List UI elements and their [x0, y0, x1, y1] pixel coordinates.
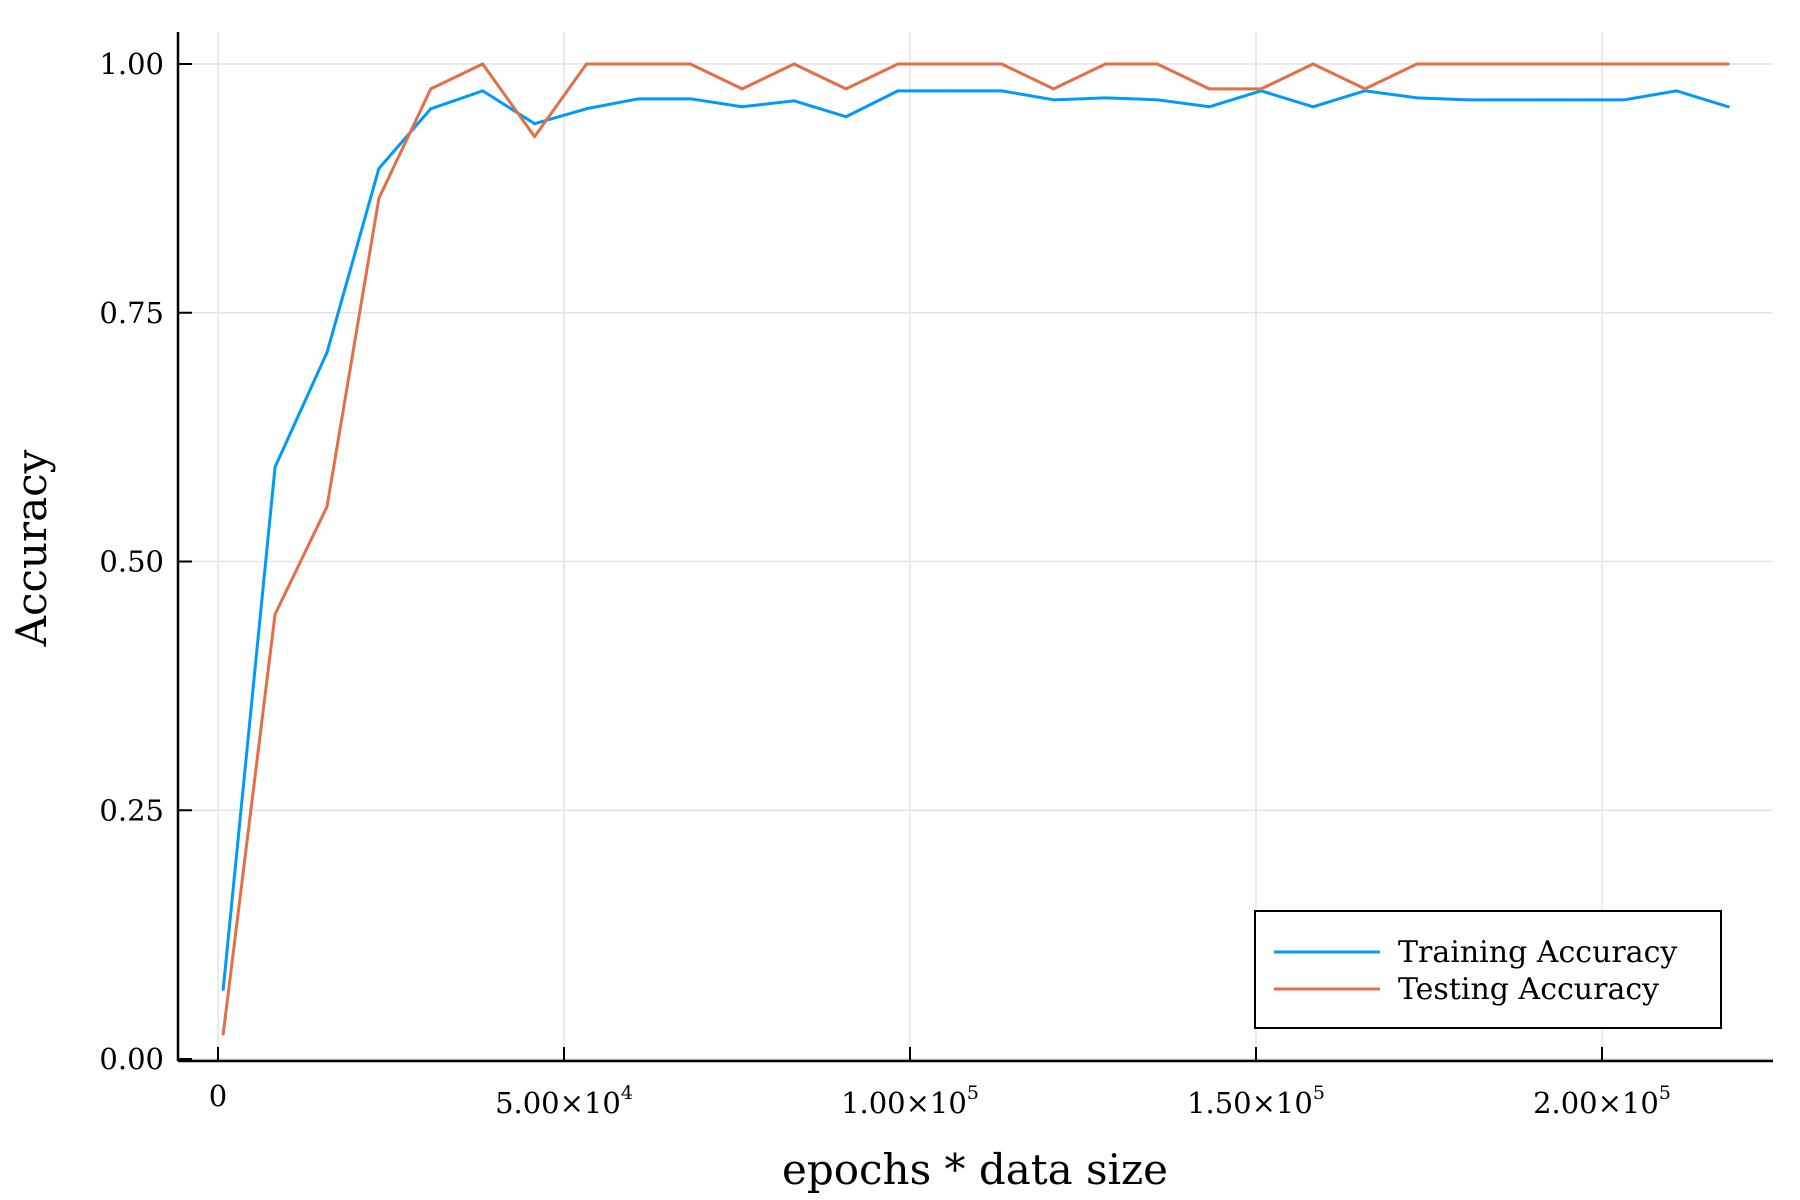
data-point: [1311, 105, 1315, 109]
x-tick-exponent: 5: [1659, 1082, 1671, 1104]
data-point: [533, 135, 537, 139]
data-point: [740, 105, 744, 109]
data-point: [1519, 62, 1523, 66]
x-tick-mantissa: 0: [209, 1079, 227, 1113]
data-point: [221, 987, 225, 991]
y-tick-label: 0.50: [99, 545, 164, 579]
data-point: [1052, 87, 1056, 91]
data-point: [1467, 98, 1471, 102]
x-tick-mantissa: 2.00×10: [1533, 1086, 1659, 1120]
y-axis-title: Accuracy: [7, 449, 56, 647]
axes: [176, 32, 1773, 1063]
data-point: [1674, 89, 1678, 93]
data-point: [896, 89, 900, 93]
data-point: [584, 62, 588, 66]
data-point: [1207, 105, 1211, 109]
series-line-testing: [221, 62, 1729, 1035]
legend-box: [1254, 910, 1722, 1029]
data-point: [636, 97, 640, 101]
data-point: [481, 89, 485, 93]
data-point: [1674, 62, 1678, 66]
data-point: [429, 87, 433, 91]
x-tick-label: 0: [209, 1079, 227, 1113]
data-point: [1103, 62, 1107, 66]
data-point: [1415, 62, 1419, 66]
data-point: [896, 62, 900, 66]
data-point: [1155, 62, 1159, 66]
y-tick-label: 0.00: [99, 1042, 164, 1076]
grid-lines: [178, 32, 1773, 1061]
data-point: [1103, 96, 1107, 100]
x-tick-label: 1.00×105: [841, 1082, 979, 1120]
legend: Training Accuracy Testing Accuracy: [1254, 910, 1722, 1029]
data-point: [844, 87, 848, 91]
data-point: [1571, 62, 1575, 66]
data-point: [429, 107, 433, 111]
data-point: [533, 122, 537, 126]
data-point: [1000, 89, 1004, 93]
data-point: [1726, 62, 1730, 66]
data-point: [792, 62, 796, 66]
x-tick-exponent: 4: [621, 1082, 633, 1104]
data-point: [1571, 98, 1575, 102]
data-point: [377, 196, 381, 200]
data-point: [221, 1032, 225, 1036]
data-point: [1000, 62, 1004, 66]
x-axis-ticks: 0 5.00×104 1.00×105 1.50×105 2.00×105: [209, 1047, 1671, 1120]
data-point: [844, 115, 848, 119]
data-point: [1415, 96, 1419, 100]
y-tick-label: 0.25: [99, 793, 164, 827]
x-tick-exponent: 5: [1313, 1082, 1325, 1104]
series-lines: [221, 62, 1730, 1036]
legend-label-training: Training Accuracy: [1398, 935, 1677, 970]
data-point: [688, 97, 692, 101]
data-point: [273, 465, 277, 469]
x-tick-exponent: 5: [967, 1082, 979, 1104]
data-point: [1519, 98, 1523, 102]
data-point: [1363, 87, 1367, 91]
data-point: [688, 62, 692, 66]
data-point: [792, 99, 796, 103]
x-tick-mantissa: 5.00×10: [495, 1086, 621, 1120]
series-line-training: [221, 89, 1729, 990]
data-point: [325, 505, 329, 509]
data-point: [740, 87, 744, 91]
data-point: [273, 612, 277, 616]
data-point: [325, 351, 329, 355]
x-tick-label: 1.50×105: [1187, 1082, 1325, 1120]
data-point: [1207, 87, 1211, 91]
y-tick-label: 0.75: [99, 296, 164, 330]
data-point: [948, 62, 952, 66]
y-tick-label: 1.00: [99, 47, 164, 81]
data-point: [1155, 98, 1159, 102]
x-tick-label: 2.00×105: [1533, 1082, 1671, 1120]
data-point: [584, 107, 588, 111]
data-point: [377, 166, 381, 170]
x-tick-mantissa: 1.50×10: [1187, 1086, 1313, 1120]
x-axis-title: epochs * data size: [782, 1145, 1168, 1194]
data-point: [1259, 87, 1263, 91]
data-point: [1467, 62, 1471, 66]
legend-label-testing: Testing Accuracy: [1398, 972, 1659, 1007]
data-point: [1726, 105, 1730, 109]
data-point: [636, 62, 640, 66]
x-tick-mantissa: 1.00×10: [841, 1086, 967, 1120]
data-point: [948, 89, 952, 93]
x-tick-label: 5.00×104: [495, 1082, 633, 1120]
data-point: [1622, 98, 1626, 102]
data-point: [1622, 62, 1626, 66]
y-axis-ticks: 0.00 0.25 0.50 0.75 1.00: [99, 47, 192, 1076]
data-point: [1052, 98, 1056, 102]
data-point: [481, 62, 485, 66]
data-point: [1311, 62, 1315, 66]
